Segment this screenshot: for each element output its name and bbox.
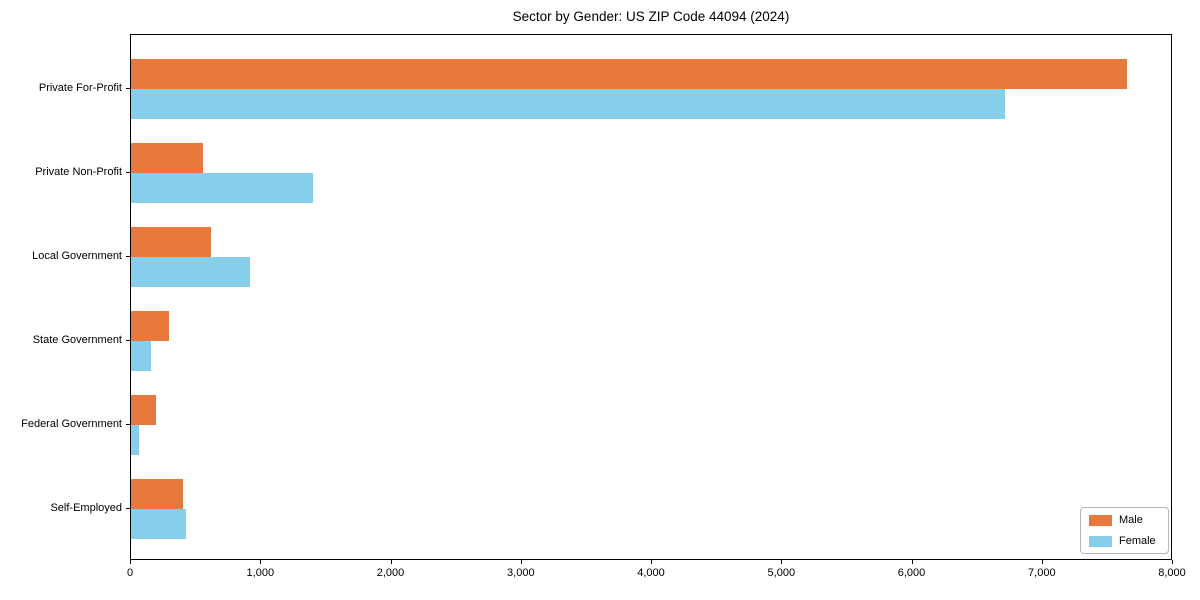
y-tick-label: Federal Government (21, 418, 122, 430)
legend-label-male: Male (1119, 514, 1143, 526)
x-tick-label: 4,000 (637, 567, 665, 579)
bar-female-self-employed (131, 509, 186, 539)
x-tick-mark (260, 560, 262, 564)
x-tick-mark (130, 560, 131, 564)
legend-entry-male: Male (1089, 514, 1160, 526)
plot-area (130, 34, 1172, 560)
y-tick-mark (126, 172, 130, 173)
x-tick-label: 8,000 (1158, 567, 1186, 579)
x-tick-mark (390, 560, 392, 564)
y-tick-mark (126, 508, 130, 509)
bar-male-private-non-profit (131, 143, 203, 173)
x-tick-mark (781, 560, 783, 564)
y-tick-label: State Government (32, 334, 122, 346)
y-tick-mark (126, 256, 130, 257)
y-tick-mark (126, 88, 130, 89)
y-tick-label: Self-Employed (50, 502, 122, 514)
y-tick-label: Private Non-Profit (35, 166, 122, 178)
legend: Male Female (1080, 507, 1169, 554)
x-tick-mark (1041, 560, 1043, 564)
bar-male-private-for-profit (131, 59, 1128, 89)
y-tick-label: Private For-Profit (38, 82, 122, 94)
legend-swatch-female (1089, 535, 1112, 547)
x-tick-mark (651, 560, 652, 564)
legend-swatch-male (1089, 514, 1112, 526)
x-tick-mark (1172, 560, 1173, 564)
bar-male-federal-government (131, 395, 156, 425)
chart-title: Sector by Gender: US ZIP Code 44094 (202… (512, 9, 790, 24)
x-tick-label: 2,000 (376, 567, 405, 579)
bar-male-state-government (131, 311, 169, 341)
y-tick-mark (126, 340, 130, 341)
legend-label-female: Female (1119, 535, 1156, 547)
y-tick-label: Local Government (32, 250, 122, 262)
x-tick-label: 6,000 (897, 567, 926, 579)
x-tick-label: 5,000 (767, 567, 796, 579)
x-tick-label: 3,000 (507, 567, 535, 579)
x-tick-label: 1,000 (246, 567, 275, 579)
legend-entry-female: Female (1089, 535, 1160, 547)
x-tick-mark (520, 560, 522, 564)
bar-female-private-for-profit (131, 89, 1005, 119)
bar-female-local-government (131, 257, 250, 287)
bar-female-federal-government (131, 425, 139, 455)
bar-male-self-employed (131, 479, 184, 509)
bar-male-local-government (131, 227, 211, 257)
x-tick-label: 7,000 (1028, 567, 1056, 579)
bar-female-state-government (131, 341, 151, 371)
y-tick-mark (126, 424, 130, 425)
x-tick-label: 0 (126, 567, 134, 579)
x-tick-mark (911, 560, 913, 564)
bar-female-private-non-profit (131, 173, 314, 203)
